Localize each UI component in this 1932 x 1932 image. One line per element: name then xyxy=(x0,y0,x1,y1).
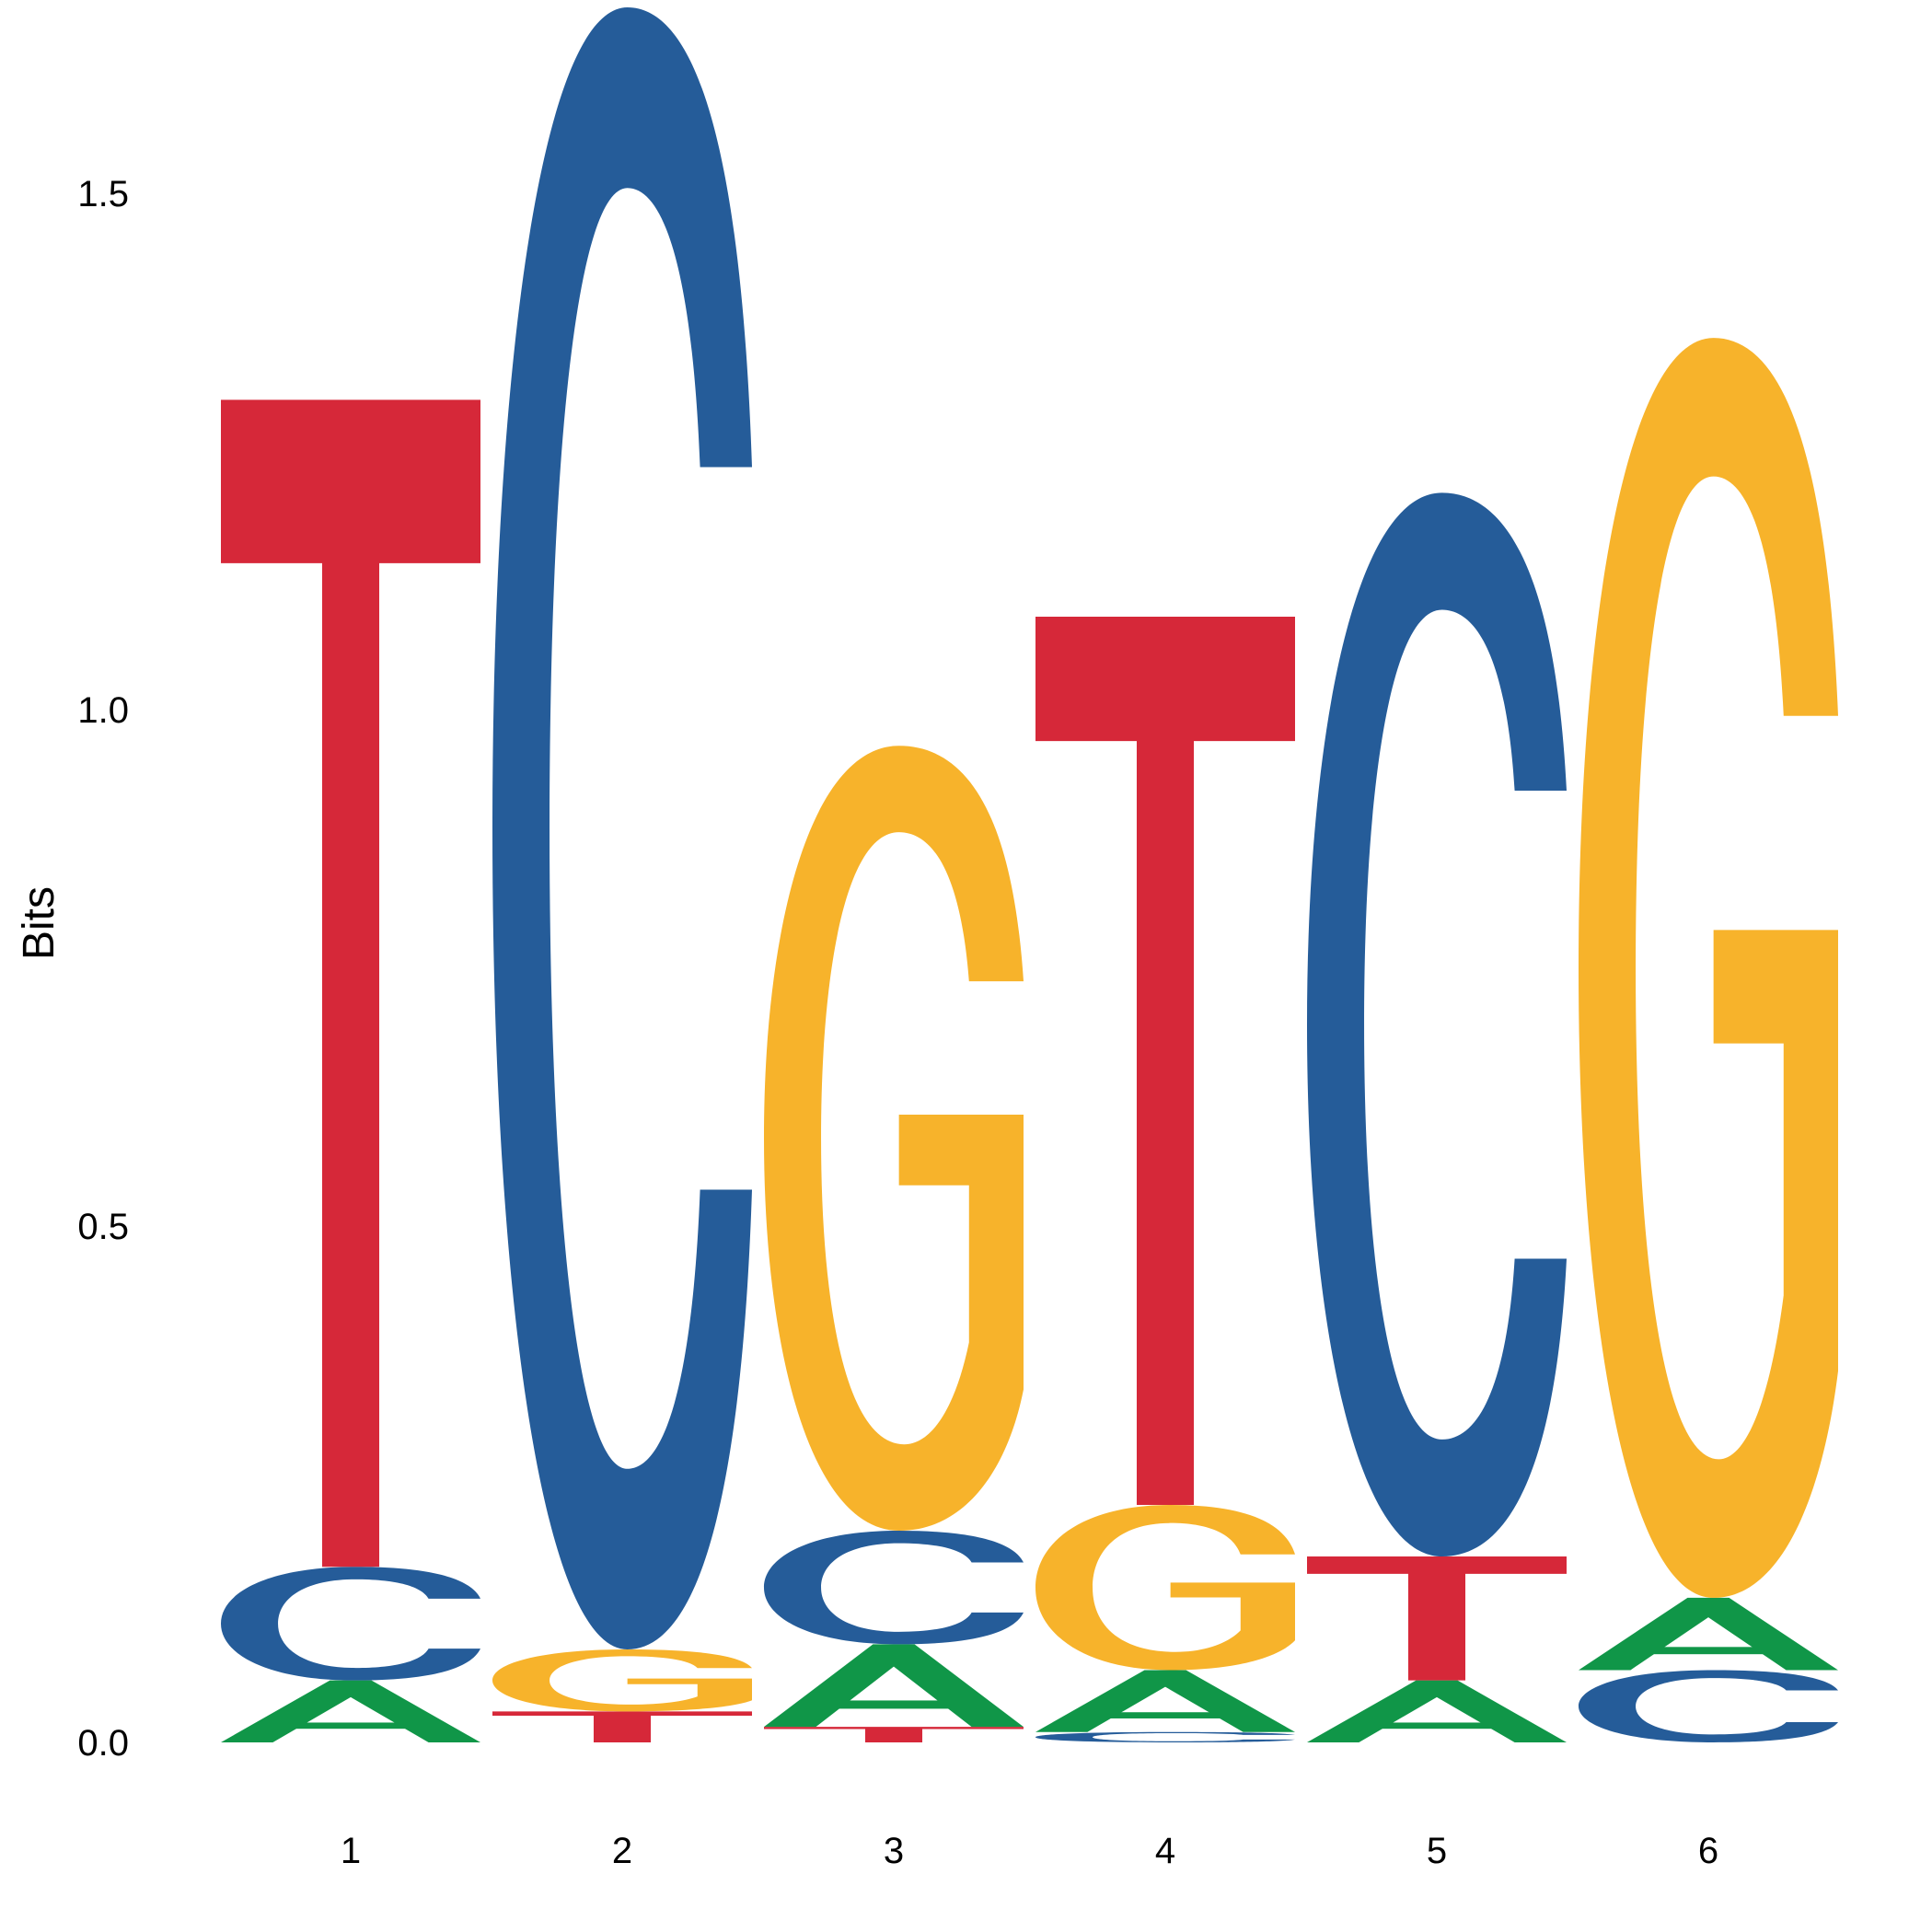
glyph-part xyxy=(1646,1647,1770,1654)
y-axis: 0.0 0.5 1.0 1.5 xyxy=(77,174,129,1764)
stack-position-6 xyxy=(1579,338,1838,1742)
glyph-part xyxy=(1307,492,1567,1556)
letter-stacks xyxy=(221,7,1838,1742)
letter-a-glyph xyxy=(764,1644,1024,1727)
glyph-part xyxy=(221,1681,480,1742)
glyph-part xyxy=(1579,1598,1838,1671)
glyph-part xyxy=(1579,338,1838,1598)
letter-a-glyph xyxy=(1579,1598,1838,1671)
stack-position-3 xyxy=(764,746,1024,1742)
position-label: 1 xyxy=(341,1831,361,1871)
position-label: 6 xyxy=(1698,1831,1718,1871)
letter-a-glyph xyxy=(1307,1681,1567,1742)
y-axis-title: Bits xyxy=(15,886,64,960)
letter-c-glyph xyxy=(1307,492,1567,1556)
x-axis: 1 2 3 4 5 6 xyxy=(341,1831,1718,1871)
letter-c-glyph xyxy=(1579,1670,1838,1742)
letter-c-glyph xyxy=(1035,1732,1295,1742)
y-tick-label: 1.0 xyxy=(77,690,129,731)
glyph-part xyxy=(1103,1712,1227,1718)
glyph-part xyxy=(764,1644,1024,1727)
letter-c-glyph xyxy=(492,7,752,1649)
letter-t-glyph xyxy=(492,1711,752,1742)
position-label: 5 xyxy=(1427,1831,1447,1871)
glyph-part xyxy=(1579,1670,1838,1742)
glyph-part xyxy=(764,746,1024,1531)
letter-t-glyph xyxy=(221,399,480,1567)
stack-position-5 xyxy=(1307,492,1567,1742)
letter-a-glyph xyxy=(1035,1670,1295,1731)
glyph-part xyxy=(1035,617,1295,1505)
letter-t-glyph xyxy=(1035,617,1295,1505)
stack-position-4 xyxy=(1035,617,1295,1742)
letter-g-glyph xyxy=(492,1649,752,1711)
glyph-part xyxy=(1307,1556,1567,1681)
position-label: 2 xyxy=(612,1831,632,1871)
glyph-part xyxy=(1374,1722,1498,1729)
letter-a-glyph xyxy=(221,1681,480,1742)
glyph-part xyxy=(764,1727,1024,1742)
glyph-part xyxy=(831,1700,955,1708)
glyph-part xyxy=(1307,1681,1567,1742)
y-tick-label: 1.5 xyxy=(77,174,129,214)
stack-position-1 xyxy=(221,399,480,1742)
glyph-part xyxy=(221,1567,480,1680)
glyph-part xyxy=(1035,1670,1295,1731)
letter-g-glyph xyxy=(1579,338,1838,1598)
letter-t-glyph xyxy=(764,1727,1024,1742)
position-label: 4 xyxy=(1155,1831,1175,1871)
stack-position-2 xyxy=(492,7,752,1742)
glyph-part xyxy=(1035,1505,1295,1671)
y-tick-label: 0.5 xyxy=(77,1207,129,1247)
glyph-part xyxy=(492,1649,752,1711)
glyph-part xyxy=(764,1531,1024,1644)
glyph-part xyxy=(492,1711,752,1742)
letter-g-glyph xyxy=(764,746,1024,1531)
letter-t-glyph xyxy=(1307,1556,1567,1681)
position-label: 3 xyxy=(884,1831,904,1871)
glyph-part xyxy=(492,7,752,1649)
letter-g-glyph xyxy=(1035,1505,1295,1671)
glyph-part xyxy=(288,1722,412,1729)
y-tick-label: 0.0 xyxy=(77,1723,129,1764)
letter-c-glyph xyxy=(764,1531,1024,1644)
glyph-part xyxy=(1035,1732,1295,1742)
glyph-part xyxy=(221,399,480,1567)
letter-c-glyph xyxy=(221,1567,480,1680)
